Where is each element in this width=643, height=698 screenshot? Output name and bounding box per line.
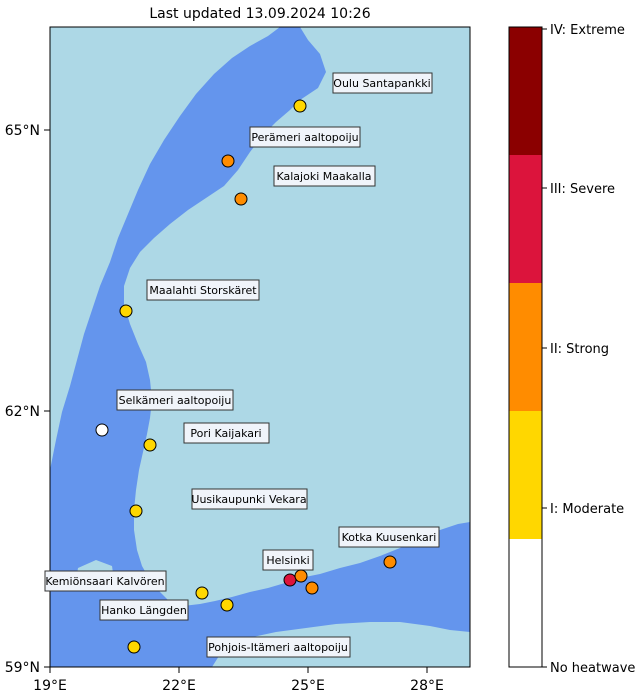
legend-band-extreme xyxy=(509,27,542,155)
svg-text:Pohjois-Itämeri aaltopoiju: Pohjois-Itämeri aaltopoiju xyxy=(208,641,348,654)
legend-label-none: No heatwave xyxy=(550,661,635,676)
label-pori-kaijakari: Pori Kaijakari xyxy=(183,422,270,444)
lon-tick-25: 25°E xyxy=(291,678,325,694)
svg-text:Kotka Kuusenkari: Kotka Kuusenkari xyxy=(342,531,437,544)
land-sweden xyxy=(50,27,280,470)
lat-axis: 65°N 62°N 59°N xyxy=(5,123,50,676)
map-frame xyxy=(49,26,471,668)
label-kotka-kuusenkari: Kotka Kuusenkari xyxy=(338,526,440,548)
heatwave-legend: No heatwave I: Moderate II: Strong III: … xyxy=(508,23,635,676)
marker-helsinki-east-1[interactable] xyxy=(294,569,308,583)
label-perameri-aaltopoiju: Perämeri aaltopoiju xyxy=(249,126,361,148)
legend-band-none xyxy=(509,539,542,667)
legend-band-moderate xyxy=(509,411,542,539)
lon-tick-19: 19°E xyxy=(33,678,67,694)
label-hanko-langden: Hanko Längden xyxy=(99,599,189,621)
lon-tick-22: 22°E xyxy=(162,678,196,694)
marker-hanko-langden[interactable] xyxy=(220,598,234,612)
lat-tick-62: 62°N xyxy=(5,404,40,420)
svg-text:Helsinki: Helsinki xyxy=(266,554,309,567)
label-helsinki: Helsinki xyxy=(262,549,314,571)
marker-perameri-aaltopoiju[interactable] xyxy=(221,154,235,168)
label-maalahti-storskaret: Maalahti Storskäret xyxy=(146,279,260,301)
land-finland xyxy=(124,27,470,606)
marker-selkameri-aaltopoiju[interactable] xyxy=(95,423,109,437)
legend-label-extreme: IV: Extreme xyxy=(550,23,625,38)
legend-label-moderate: I: Moderate xyxy=(550,502,624,517)
marker-kalajoki-maakalla[interactable] xyxy=(234,192,248,206)
lon-axis: 19°E 22°E 25°E 28°E xyxy=(33,667,444,694)
legend-label-strong: II: Strong xyxy=(550,342,609,357)
label-kemionsaari-kalvoren: Kemiönsaari Kalvören xyxy=(44,570,167,592)
svg-text:Oulu Santapankki: Oulu Santapankki xyxy=(333,77,430,90)
station-labels: Oulu Santapankki Perämeri aaltopoiju Kal… xyxy=(44,72,440,658)
map-title: Last updated 13.09.2024 10:26 xyxy=(149,6,371,22)
label-kalajoki-maakalla: Kalajoki Maakalla xyxy=(273,165,376,187)
label-uusikaupunki-vekara: Uusikaupunki Vekara xyxy=(191,488,308,510)
legend-frame xyxy=(508,26,543,668)
label-pohjois-itameri-aaltopoiju: Pohjois-Itämeri aaltopoiju xyxy=(206,636,351,658)
marker-kemionsaari-kalvoren[interactable] xyxy=(195,586,209,600)
marker-pori-kaijakari[interactable] xyxy=(143,438,157,452)
svg-text:Kemiönsaari Kalvören: Kemiönsaari Kalvören xyxy=(45,575,164,588)
svg-text:Kalajoki Maakalla: Kalajoki Maakalla xyxy=(276,170,371,183)
marker-maalahti-storskaret[interactable] xyxy=(119,304,133,318)
legend-band-severe xyxy=(509,155,542,283)
marker-uusikaupunki-vekara[interactable] xyxy=(129,504,143,518)
marker-kotka-kuusenkari[interactable] xyxy=(383,555,397,569)
marker-helsinki-east-2[interactable] xyxy=(305,581,319,595)
map-area xyxy=(49,26,471,668)
marker-oulu-santapankki[interactable] xyxy=(293,99,307,113)
legend-label-severe: III: Severe xyxy=(550,182,615,197)
lon-tick-28: 28°E xyxy=(410,678,444,694)
svg-text:Perämeri aaltopoiju: Perämeri aaltopoiju xyxy=(251,131,358,144)
lat-tick-59: 59°N xyxy=(5,660,40,676)
svg-text:Selkämeri aaltopoiju: Selkämeri aaltopoiju xyxy=(119,394,232,407)
svg-text:Hanko Längden: Hanko Längden xyxy=(101,604,187,617)
svg-text:Pori Kaijakari: Pori Kaijakari xyxy=(190,427,261,440)
svg-text:Uusikaupunki Vekara: Uusikaupunki Vekara xyxy=(191,493,306,506)
svg-text:Maalahti Storskäret: Maalahti Storskäret xyxy=(149,284,257,297)
label-oulu-santapankki: Oulu Santapankki xyxy=(332,72,433,94)
legend-band-strong xyxy=(509,283,542,411)
station-markers xyxy=(95,99,397,654)
marker-pohjois-itameri-aaltopoiju[interactable] xyxy=(127,640,141,654)
lat-tick-65: 65°N xyxy=(5,123,40,139)
label-selkameri-aaltopoiju: Selkämeri aaltopoiju xyxy=(116,389,234,411)
marker-helsinki[interactable] xyxy=(283,573,297,587)
